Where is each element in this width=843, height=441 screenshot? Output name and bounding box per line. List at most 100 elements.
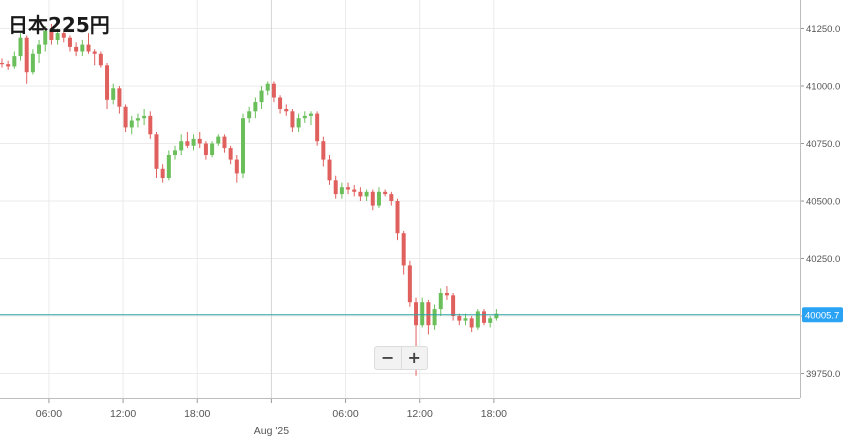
candle-body (24, 37, 29, 73)
x-tick-label: 18:00 (481, 408, 507, 420)
candle-body (43, 30, 48, 45)
candle-body (488, 318, 493, 323)
candle (173, 145, 178, 160)
candle (241, 113, 245, 178)
candle (296, 113, 301, 132)
candle-body (247, 111, 252, 119)
candle (352, 184, 357, 197)
candle-body (302, 115, 307, 119)
candle (154, 132, 159, 178)
candle (18, 33, 23, 61)
y-tick-label: 41000.0 (806, 82, 840, 93)
candle (222, 134, 227, 153)
candle (92, 49, 97, 66)
candle-body (265, 83, 270, 91)
x-tick-label: 12:00 (407, 408, 433, 420)
candle-body (154, 134, 159, 169)
candle-body (259, 90, 264, 103)
candle (346, 182, 351, 195)
candle-body (166, 155, 171, 178)
candle-body (55, 33, 60, 40)
y-tick-label: 41250.0 (806, 24, 840, 35)
candle-body (469, 318, 474, 328)
candle-body (364, 191, 369, 197)
candle (432, 304, 437, 330)
candle (253, 97, 258, 119)
candle-body (148, 115, 153, 135)
x-tick-label: 06:00 (36, 408, 62, 420)
candle (475, 309, 480, 330)
x-tick-label: 06:00 (332, 408, 358, 420)
zoom-in-button[interactable]: + (407, 348, 421, 367)
candle (278, 95, 283, 114)
candle-body (463, 318, 468, 321)
candle (259, 86, 264, 109)
candle-body (389, 194, 394, 201)
candle-body (61, 33, 66, 38)
candle (457, 313, 462, 326)
grid-lines (0, 0, 800, 398)
candle (364, 189, 369, 201)
candle (333, 175, 338, 199)
candle-body (98, 53, 103, 66)
candle (463, 313, 468, 326)
x-tick-label: 18:00 (184, 408, 210, 420)
candle (321, 136, 326, 167)
candle (339, 182, 344, 199)
candle-body (74, 46, 79, 52)
candle (302, 111, 307, 123)
candle-body (222, 136, 227, 149)
chart-title: 日本225円 (8, 13, 110, 37)
candle (407, 260, 412, 307)
candle-body (327, 159, 332, 181)
candle-body (30, 53, 35, 73)
candle-body (420, 302, 425, 326)
candle (160, 164, 165, 183)
candle (265, 81, 270, 96)
candle-body (160, 168, 165, 178)
candle (98, 51, 103, 68)
candle (401, 230, 406, 275)
candle-body (117, 88, 122, 107)
y-tick-label: 40500.0 (806, 197, 840, 208)
candle-body (284, 109, 289, 112)
candle (166, 150, 171, 181)
candles (0, 23, 499, 376)
candle (30, 49, 35, 75)
candle-body (352, 189, 357, 192)
candle (308, 111, 313, 126)
x-tick-label: Aug '25 (254, 425, 289, 437)
candle-body (339, 187, 344, 195)
candle-body (432, 309, 437, 326)
candle (0, 58, 4, 68)
candle (61, 30, 66, 43)
current-price-marker: 40005.7 (0, 307, 843, 323)
candle-body (0, 63, 4, 65)
zoom-controls: − + (374, 346, 428, 370)
candle-body (315, 113, 320, 142)
candle-body (37, 44, 42, 54)
candle-body (123, 106, 128, 128)
candle-body (395, 201, 400, 234)
candle-body (185, 141, 190, 146)
candle (117, 86, 122, 114)
zoom-out-button[interactable]: − (381, 348, 395, 367)
candle-body (49, 30, 54, 40)
candle (135, 113, 140, 128)
candle (210, 141, 215, 158)
candle (80, 40, 85, 57)
candle (216, 134, 221, 146)
candle (420, 297, 425, 328)
candle-body (6, 64, 11, 67)
y-tick-label: 40750.0 (806, 139, 840, 150)
candle-body (92, 51, 97, 54)
candle-body (18, 37, 23, 57)
candle-body (444, 293, 449, 296)
candle-body (253, 102, 258, 112)
candle (49, 23, 54, 45)
candle-body (135, 118, 140, 121)
candle-body (494, 313, 499, 319)
candle-body (216, 136, 221, 144)
